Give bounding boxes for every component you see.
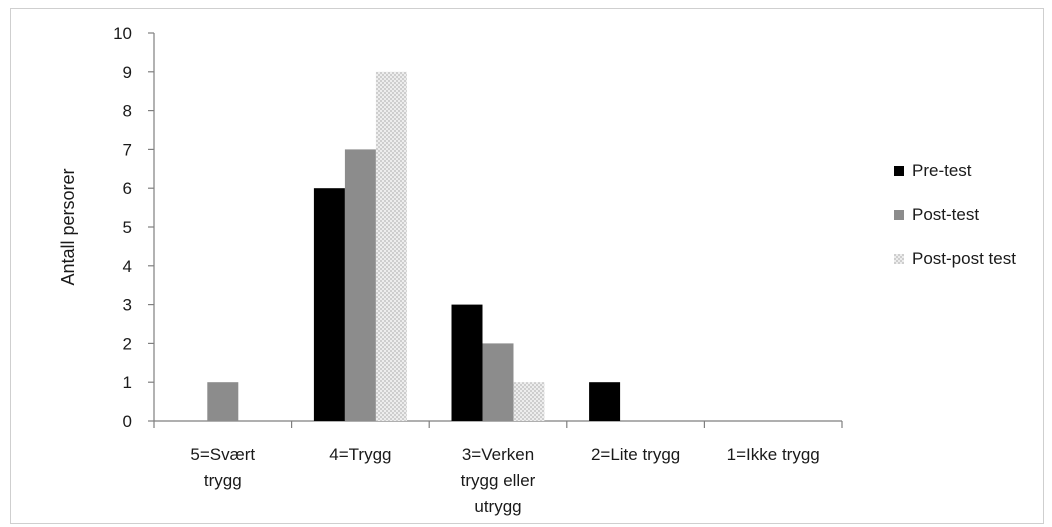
x-category-label-line: 2=Lite trygg (591, 445, 680, 464)
legend-entry-label: Pre-test (912, 161, 972, 180)
legend-swatch (894, 210, 904, 220)
x-category-label: 3=Verken trygg eller utrygg (461, 445, 536, 516)
y-tick-label: 0 (123, 412, 132, 431)
legend: Pre-test Post-test Post-post test (894, 161, 1016, 268)
bar-post-test (482, 343, 514, 421)
bar-post-test (207, 382, 239, 421)
x-category-label-line: trygg (204, 471, 242, 490)
x-category-label-line: 4=Trygg (329, 445, 391, 464)
y-tick-label: 9 (123, 63, 132, 82)
y-tick-label: 10 (113, 24, 132, 43)
x-category-label: 5=Svært trygg (190, 445, 255, 490)
x-category-label-line: 5=Svært (190, 445, 255, 464)
x-category-label-line: trygg eller (461, 471, 536, 490)
y-tick-label: 4 (123, 257, 132, 276)
bar-pre-test (589, 382, 621, 421)
bar-post-post-test (513, 382, 545, 421)
y-tick-label: 7 (123, 140, 132, 159)
x-category-label: 1=Ikke trygg (727, 445, 820, 464)
legend-entry-label: Post-post test (912, 249, 1016, 268)
x-category-label: 4=Trygg (329, 445, 391, 464)
y-tick-label: 8 (123, 102, 132, 121)
bar-post-post-test (375, 71, 407, 422)
x-category-label: 2=Lite trygg (591, 445, 680, 464)
bar-pre-test (313, 188, 345, 421)
axes: 0 1 2 3 4 5 6 7 8 9 10 5=Svært trygg 4=Trygg 3=Verken t… (58, 24, 843, 516)
y-tick-label: 3 (123, 296, 132, 315)
bars (207, 71, 621, 422)
x-category-label-line: 1=Ikke trygg (727, 445, 820, 464)
legend-swatch (894, 166, 904, 176)
y-tick-label: 6 (123, 179, 132, 198)
legend-entry-label: Post-test (912, 205, 979, 224)
y-tick-label: 1 (123, 373, 132, 392)
bar-pre-test (451, 304, 483, 421)
y-tick-label: 2 (123, 334, 132, 353)
x-category-label-line: 3=Verken (462, 445, 534, 464)
bar-post-test (344, 149, 376, 421)
chart-frame (10, 8, 1044, 524)
y-axis-title: Antall persorer (58, 168, 78, 285)
legend-swatch (894, 254, 904, 264)
x-category-label-line: utrygg (474, 497, 521, 516)
y-tick-label: 5 (123, 218, 132, 237)
